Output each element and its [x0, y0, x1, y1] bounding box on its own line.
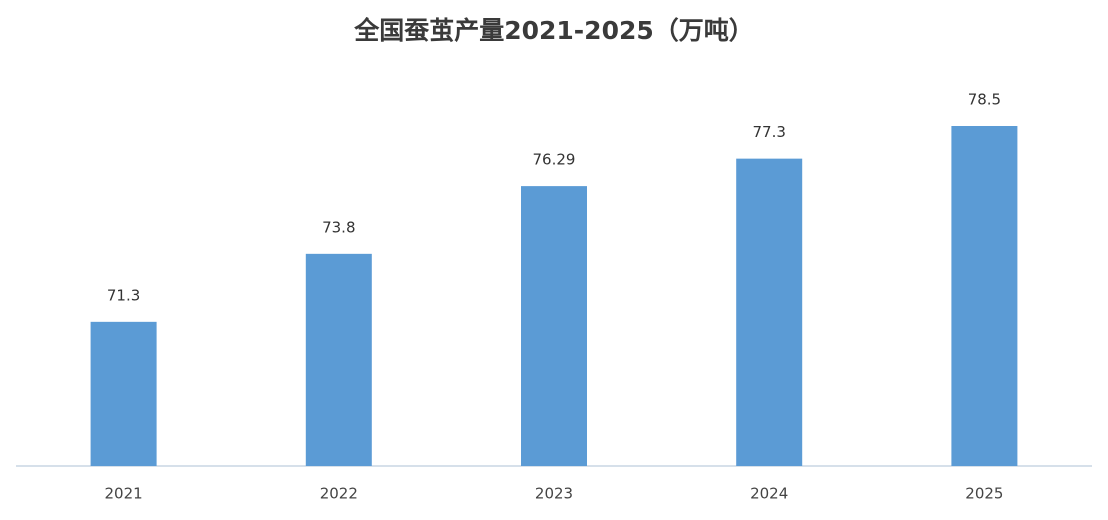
value-label: 76.29	[533, 151, 576, 169]
bar	[90, 321, 157, 466]
x-tick-label: 2023	[535, 485, 573, 503]
bar	[305, 253, 372, 466]
x-tick-label: 2022	[320, 485, 358, 503]
value-label: 78.5	[968, 91, 1001, 109]
value-label: 77.3	[752, 123, 785, 141]
bar	[521, 186, 587, 466]
bar	[736, 158, 803, 466]
x-tick-label: 2024	[750, 485, 788, 503]
value-label: 73.8	[322, 218, 355, 236]
value-label: 71.3	[107, 286, 140, 304]
bar	[951, 126, 1018, 466]
x-tick-label: 2021	[105, 485, 143, 503]
chart-title: 全国蚕茧产量2021-2025（万吨）	[353, 16, 754, 45]
x-tick-label: 2025	[965, 485, 1003, 503]
